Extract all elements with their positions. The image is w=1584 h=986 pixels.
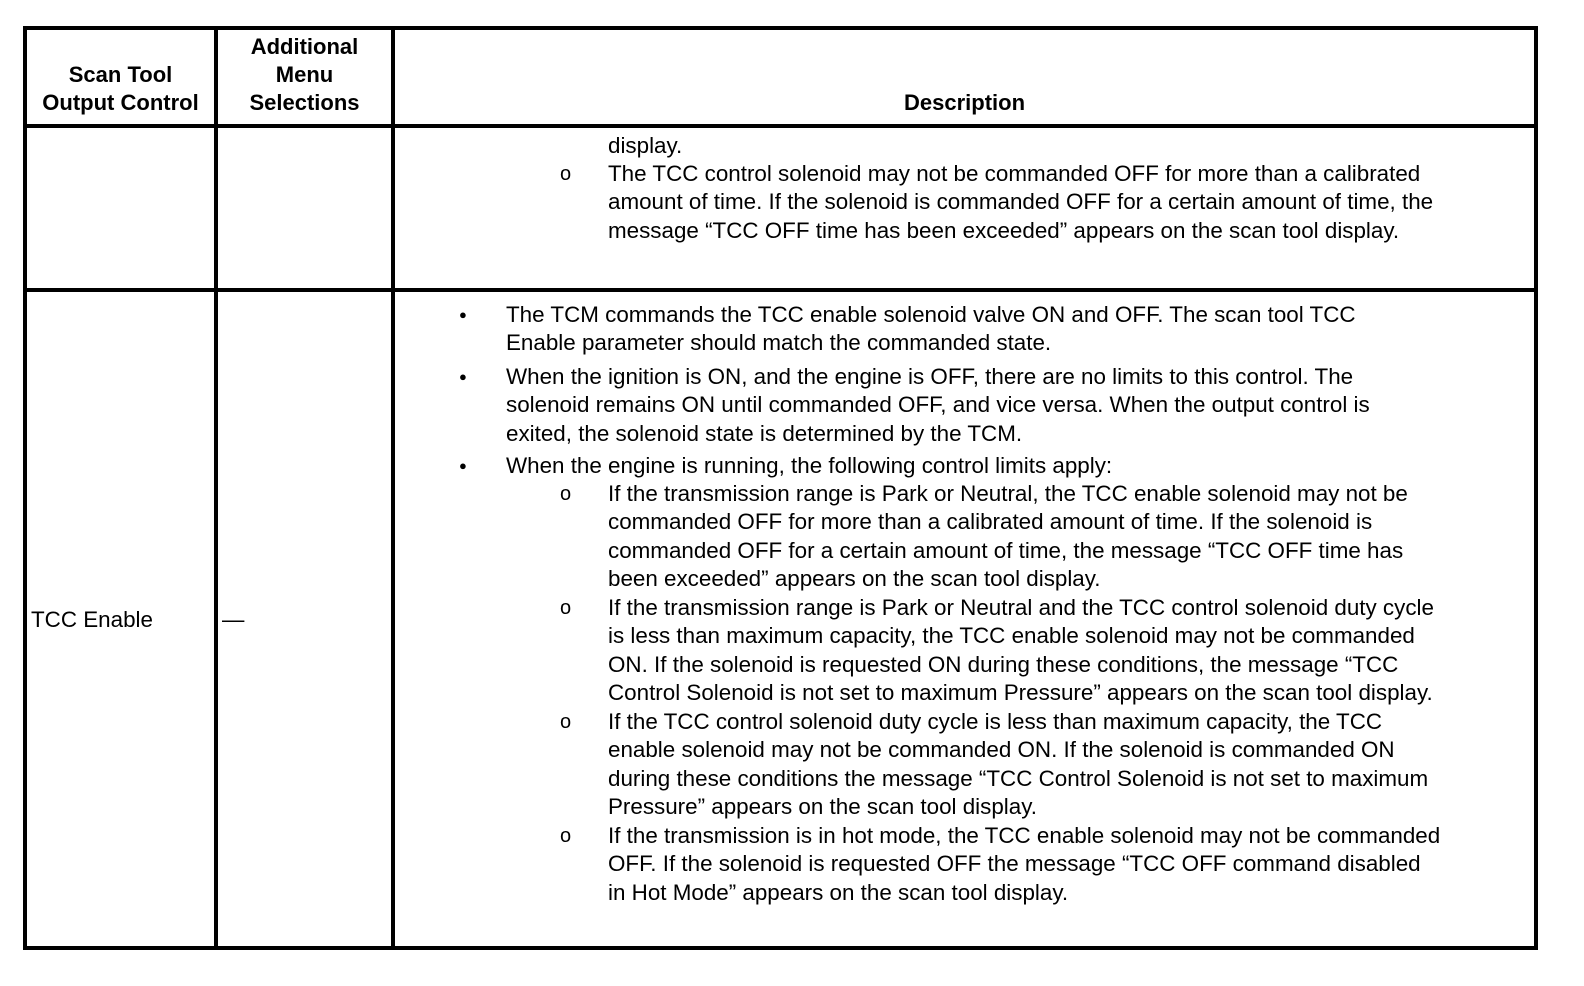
header-divider: [23, 124, 1538, 128]
description-line: If the TCC control solenoid duty cycle i…: [608, 709, 1383, 734]
column-divider-2: [391, 26, 395, 950]
table-border-right: [1534, 26, 1538, 950]
description-line: in Hot Mode” appears on the scan tool di…: [608, 879, 1069, 905]
header-additional-menu-selections: Additional Menu Selections: [218, 33, 391, 117]
description-line: Enable parameter should match the comman…: [506, 330, 1052, 356]
description-line: exited, the solenoid state is determined…: [506, 420, 1023, 446]
bullet-icon: ●: [459, 369, 467, 384]
sub-bullet-icon: o: [560, 825, 572, 847]
row-divider: [23, 288, 1538, 292]
bullet-icon: ●: [459, 307, 467, 322]
table-border-bottom: [23, 946, 1538, 950]
description-line: Pressure” appears on the scan tool displ…: [608, 794, 1037, 820]
description-line: If the transmission range is Park or Neu…: [608, 481, 1408, 506]
sub-bullet-icon: o: [560, 597, 572, 619]
description-line: is less than maximum capacity, the TCC e…: [608, 623, 1415, 649]
column-divider-1: [214, 26, 218, 950]
table-border-left: [23, 26, 27, 950]
description-line: ON. If the solenoid is requested ON duri…: [608, 651, 1399, 677]
header-line: Menu: [275, 62, 334, 87]
description-line: display.: [608, 133, 683, 158]
description-line: message “TCC OFF time has been exceeded”…: [608, 217, 1400, 243]
description-line: When the engine is running, the followin…: [506, 453, 1113, 478]
description-line: When the ignition is ON, and the engine …: [506, 364, 1354, 389]
bullet-icon: ●: [459, 458, 467, 473]
table-border-top: [23, 26, 1538, 30]
sub-bullet-icon: o: [560, 163, 572, 185]
description-line: If the transmission range is Park or Neu…: [608, 595, 1434, 620]
header-line: Selections: [249, 90, 360, 115]
sub-bullet-icon: o: [560, 711, 572, 733]
description-line: commanded OFF for more than a calibrated…: [608, 509, 1373, 535]
header-line: Scan Tool: [68, 62, 173, 87]
description-line: The TCM commands the TCC enable solenoid…: [506, 302, 1356, 327]
header-scan-tool-output-control: Scan Tool Output Control: [27, 61, 214, 117]
description-line: If the transmission is in hot mode, the …: [608, 823, 1441, 848]
description-line: OFF. If the solenoid is requested OFF th…: [608, 851, 1421, 877]
description-line: commanded OFF for a certain amount of ti…: [608, 537, 1404, 563]
description-line: The TCC control solenoid may not be comm…: [608, 161, 1421, 186]
output-control-cell: TCC Enable: [31, 607, 153, 632]
description-line: Control Solenoid is not set to maximum P…: [608, 680, 1433, 706]
header-line: Output Control: [42, 90, 199, 115]
description-line: amount of time. If the solenoid is comma…: [608, 189, 1434, 215]
header-description: Description: [903, 90, 1026, 115]
description-line: enable solenoid may not be commanded ON.…: [608, 737, 1395, 763]
sub-bullet-icon: o: [560, 483, 572, 505]
description-line: during these conditions the message “TCC…: [608, 765, 1429, 791]
menu-selections-cell: —: [222, 607, 245, 632]
description-line: been exceeded” appears on the scan tool …: [608, 566, 1101, 592]
header-line: Additional: [250, 34, 359, 59]
description-line: solenoid remains ON until commanded OFF,…: [506, 392, 1370, 418]
